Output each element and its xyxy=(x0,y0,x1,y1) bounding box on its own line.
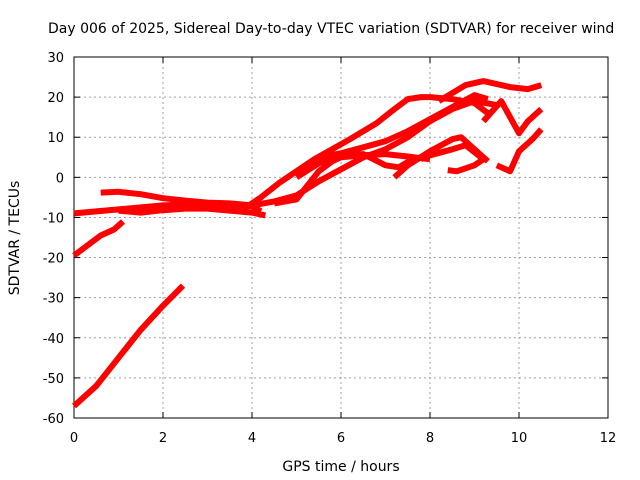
x-tick-label: 10 xyxy=(511,431,528,446)
y-tick-label: 20 xyxy=(47,91,64,106)
data-series xyxy=(71,78,544,409)
series-line-1 xyxy=(71,283,186,409)
y-axis-label: SDTVAR / TECUs xyxy=(7,181,23,296)
x-tick-label: 2 xyxy=(159,431,167,446)
x-tick-label: 8 xyxy=(426,431,434,446)
series-line-14 xyxy=(481,98,544,137)
series-line-15 xyxy=(495,127,544,175)
x-axis-label: GPS time / hours xyxy=(282,459,399,475)
y-tick-label: -50 xyxy=(43,372,64,387)
series-line-13 xyxy=(437,78,543,104)
x-tick-label: 4 xyxy=(248,431,256,446)
grid xyxy=(74,57,608,418)
x-tick-label: 0 xyxy=(70,431,78,446)
y-tick-label: -60 xyxy=(43,412,64,427)
y-tick-label: -30 xyxy=(43,292,64,307)
y-tick-label: -20 xyxy=(43,252,64,267)
y-tick-label: -10 xyxy=(43,211,64,226)
y-tick-label: -40 xyxy=(43,332,64,347)
x-tick-label: 12 xyxy=(600,431,617,446)
series-line-4 xyxy=(100,188,253,209)
chart-title: Day 006 of 2025, Sidereal Day-to-day VTE… xyxy=(48,21,614,37)
y-tick-label: 0 xyxy=(56,171,64,186)
series-line-9 xyxy=(294,151,414,180)
y-tick-label: 30 xyxy=(47,51,64,66)
series-line-5 xyxy=(118,205,267,219)
series-line-2 xyxy=(72,219,125,258)
y-tick-label: 10 xyxy=(47,131,64,146)
x-tick-label: 6 xyxy=(337,431,345,446)
series-line-12 xyxy=(419,142,487,175)
series-line-10 xyxy=(318,92,489,161)
axis-ticks: 0 2 4 6 8 10 12 30 20 10 0 -10 -20 -30 -40 -50 -60 xyxy=(43,51,617,446)
